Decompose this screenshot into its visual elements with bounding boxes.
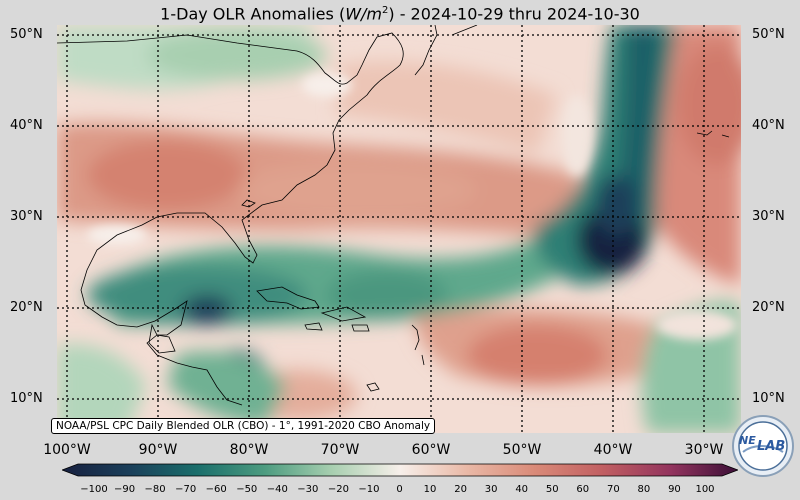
colorbar-tick-label: 70 (606, 484, 620, 495)
lat-label-left: 10°N (10, 391, 43, 406)
colorbar (62, 463, 738, 477)
colorbar-tick-label: 10 (423, 484, 437, 495)
lon-label: 50°W (502, 442, 542, 458)
colorbar-tick-label: −20 (327, 484, 349, 495)
colorbar-tick-label: −60 (205, 484, 227, 495)
coastlines (57, 25, 730, 406)
colorbar-tick-label: 90 (668, 484, 681, 495)
logo-text-right: LAB (757, 439, 785, 454)
colorbar-tick-label: 20 (454, 484, 467, 495)
colorbar-tick-label: 50 (545, 484, 559, 495)
lat-label-left: 50°N (10, 27, 43, 42)
colorbar-tick-label: −70 (175, 484, 197, 495)
data-source-credit: NOAA/PSL CPC Daily Blended OLR (CBO) - 1… (51, 418, 436, 434)
colorbar-tick-label: 80 (637, 484, 651, 495)
colorbar-tick-label: −90 (113, 484, 136, 495)
lon-label: 70°W (320, 442, 360, 458)
lon-label: 80°W (229, 442, 269, 458)
lon-label: 100°W (43, 442, 91, 458)
lon-label: 60°W (411, 442, 451, 458)
lon-label: 40°W (593, 442, 633, 458)
map-title: 1-Day OLR Anomalies (W/m2) - 2024-10-29 … (160, 4, 640, 24)
lat-label-right: 50°N (752, 27, 785, 42)
olr-anomaly-map (57, 25, 741, 433)
colorbar-tick-label: 60 (576, 484, 590, 495)
lon-label: 30°W (684, 442, 724, 458)
colorbar-tick-label: −100 (80, 484, 108, 495)
colorbar-tick-label: −10 (358, 484, 380, 495)
lat-label-left: 40°N (10, 118, 43, 133)
graticule (57, 25, 741, 433)
colorbar-tick-label: −30 (297, 484, 319, 495)
logo-text-left: NE (739, 434, 756, 447)
colorbar-tick-label: −50 (236, 484, 258, 495)
lon-label: 90°W (138, 442, 178, 458)
lat-label-right: 20°N (752, 300, 785, 315)
colorbar-tick-label: 30 (484, 484, 498, 495)
colorbar-tick-label: 40 (515, 484, 529, 495)
map-panel (57, 25, 741, 433)
lat-label-right: 10°N (752, 391, 785, 406)
colorbar-tick-label: −80 (144, 484, 166, 495)
lat-label-right: 40°N (752, 118, 785, 133)
lat-label-right: 30°N (752, 209, 785, 224)
anomaly-field (57, 25, 741, 433)
nexlab-logo: NE LAB (731, 414, 795, 478)
lat-label-left: 30°N (10, 209, 43, 224)
colorbar-tick-label: 100 (695, 484, 715, 495)
colorbar-tick-label: 0 (396, 484, 403, 495)
colorbar-tick-label: −40 (266, 484, 288, 495)
lat-label-left: 20°N (10, 300, 43, 315)
